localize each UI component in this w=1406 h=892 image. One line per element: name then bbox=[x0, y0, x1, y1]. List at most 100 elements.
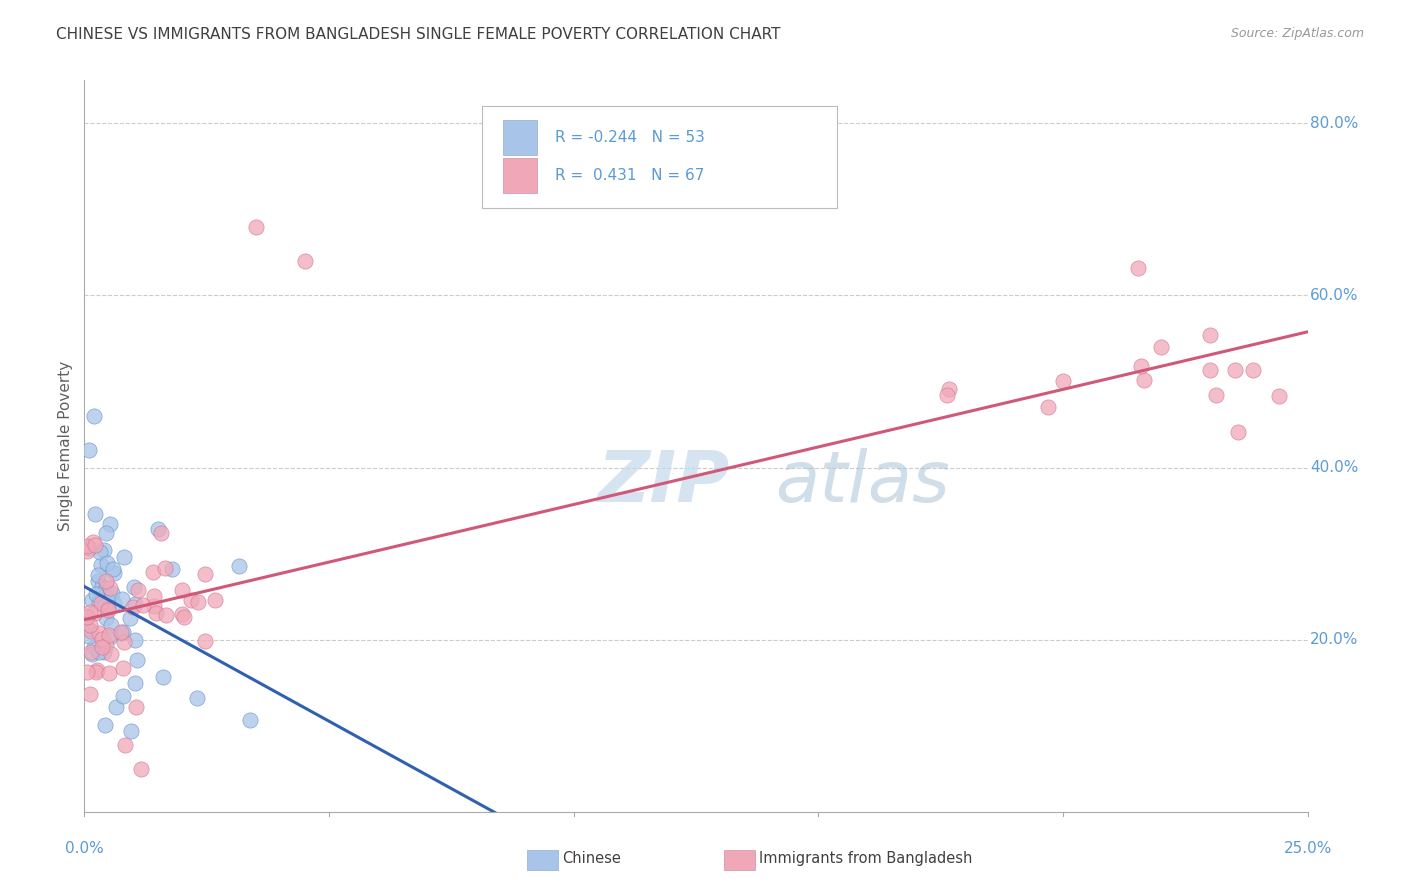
Text: Immigrants from Bangladesh: Immigrants from Bangladesh bbox=[759, 851, 973, 865]
Point bbox=[118, 611, 141, 625]
Point bbox=[76, 539, 98, 553]
Point bbox=[80, 624, 103, 638]
Text: 40.0%: 40.0% bbox=[1310, 460, 1358, 475]
Point bbox=[110, 626, 132, 640]
Point bbox=[1241, 362, 1264, 376]
Point bbox=[1199, 363, 1222, 377]
Point bbox=[104, 699, 127, 714]
Point bbox=[1150, 340, 1173, 354]
Point bbox=[187, 595, 209, 609]
Point bbox=[83, 538, 105, 552]
Point bbox=[1126, 260, 1149, 275]
Point bbox=[127, 582, 149, 597]
Point bbox=[120, 723, 142, 738]
Point bbox=[114, 738, 136, 752]
Point bbox=[79, 605, 101, 619]
Point bbox=[86, 574, 108, 588]
Point bbox=[155, 560, 177, 574]
Bar bbox=[503, 120, 537, 155]
Point bbox=[93, 644, 115, 658]
Point bbox=[112, 550, 135, 565]
Point bbox=[1036, 400, 1059, 414]
Point bbox=[82, 534, 104, 549]
Point bbox=[124, 597, 146, 611]
Point bbox=[245, 219, 267, 234]
Point bbox=[124, 676, 146, 690]
Point bbox=[122, 581, 145, 595]
Point bbox=[89, 595, 111, 609]
Point bbox=[111, 689, 134, 703]
Point bbox=[96, 611, 118, 625]
Point bbox=[124, 632, 146, 647]
Point bbox=[91, 640, 114, 654]
Point bbox=[125, 653, 148, 667]
Point bbox=[142, 599, 165, 613]
Point bbox=[228, 559, 250, 574]
Text: 0.0%: 0.0% bbox=[65, 841, 104, 856]
FancyBboxPatch shape bbox=[482, 106, 837, 209]
Point bbox=[112, 634, 135, 648]
Point bbox=[76, 610, 98, 624]
Point bbox=[143, 589, 166, 603]
Point bbox=[103, 566, 125, 581]
Point bbox=[79, 618, 101, 632]
Point bbox=[94, 582, 117, 596]
Point bbox=[125, 700, 148, 714]
Point bbox=[1052, 375, 1074, 389]
Point bbox=[98, 516, 121, 531]
Point bbox=[1226, 425, 1249, 439]
Point bbox=[100, 586, 122, 600]
Point bbox=[76, 609, 98, 624]
Point bbox=[87, 568, 110, 582]
Point bbox=[94, 718, 117, 732]
Y-axis label: Single Female Poverty: Single Female Poverty bbox=[58, 361, 73, 531]
Point bbox=[96, 556, 118, 570]
Point bbox=[83, 640, 105, 654]
Text: R = -0.244   N = 53: R = -0.244 N = 53 bbox=[555, 130, 706, 145]
Point bbox=[150, 525, 173, 540]
Point bbox=[76, 665, 98, 680]
Point bbox=[82, 647, 104, 661]
Point bbox=[148, 522, 170, 536]
Point bbox=[97, 601, 120, 615]
Point bbox=[152, 670, 174, 684]
Point bbox=[94, 574, 117, 588]
Point bbox=[103, 597, 125, 611]
Point bbox=[100, 618, 122, 632]
Point bbox=[173, 610, 195, 624]
Point bbox=[97, 603, 120, 617]
Point bbox=[1133, 373, 1156, 387]
Point bbox=[186, 691, 208, 706]
Point bbox=[145, 606, 167, 620]
Point bbox=[97, 666, 120, 681]
Point bbox=[77, 622, 100, 636]
Text: 25.0%: 25.0% bbox=[1284, 841, 1331, 856]
Point bbox=[79, 687, 101, 701]
Point bbox=[80, 645, 103, 659]
Point bbox=[94, 589, 117, 603]
Point bbox=[172, 607, 194, 621]
Point bbox=[98, 581, 121, 595]
Point bbox=[194, 567, 217, 582]
Point bbox=[86, 663, 108, 677]
Point bbox=[180, 592, 202, 607]
Point bbox=[131, 762, 153, 776]
Point bbox=[83, 508, 105, 522]
Point bbox=[111, 661, 134, 675]
Point bbox=[77, 629, 100, 643]
Point bbox=[90, 558, 112, 573]
Point bbox=[194, 634, 217, 648]
Text: Source: ZipAtlas.com: Source: ZipAtlas.com bbox=[1230, 27, 1364, 40]
Point bbox=[93, 542, 115, 557]
Point bbox=[204, 593, 226, 607]
Text: atlas: atlas bbox=[776, 448, 950, 517]
Point bbox=[110, 591, 132, 606]
Text: ZIP: ZIP bbox=[598, 448, 730, 517]
Point bbox=[98, 628, 121, 642]
Point bbox=[77, 443, 100, 458]
Point bbox=[83, 606, 105, 620]
Point bbox=[79, 541, 101, 556]
Text: Chinese: Chinese bbox=[562, 851, 621, 865]
Point bbox=[76, 543, 98, 558]
Point bbox=[121, 600, 143, 615]
